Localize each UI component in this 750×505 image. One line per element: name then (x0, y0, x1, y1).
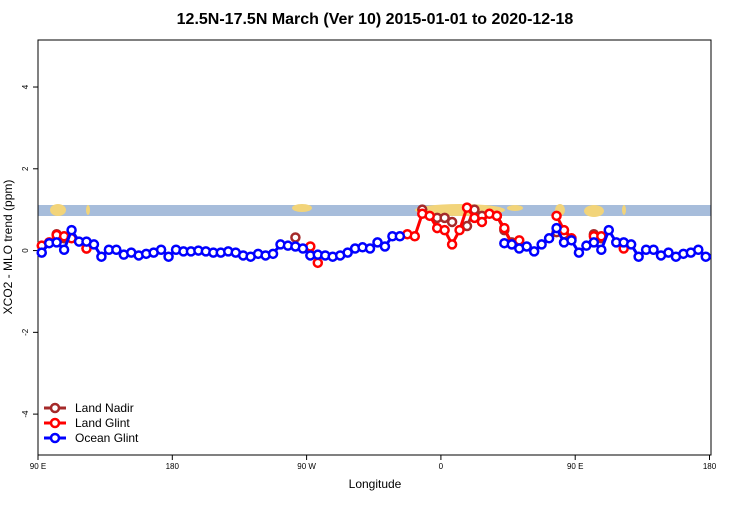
point (439, 212, 450, 224)
point (394, 231, 406, 242)
point (297, 243, 309, 254)
point (663, 247, 674, 258)
point (163, 251, 174, 262)
point (290, 232, 301, 243)
point (96, 251, 107, 262)
point (521, 241, 532, 252)
point (267, 248, 279, 260)
legend-label: Land Nadir (75, 401, 134, 415)
point (461, 202, 473, 213)
point (379, 241, 391, 252)
legend-marker (49, 402, 61, 414)
y-tick-label: 0 (21, 248, 30, 253)
point (454, 224, 465, 236)
x-tick-label: 90 E (567, 462, 583, 471)
y-axis-label: XCO2 - MLO trend (ppm) (1, 180, 15, 315)
map-strip (38, 204, 711, 217)
point (551, 210, 562, 222)
land (622, 205, 626, 215)
land (50, 204, 66, 216)
point (88, 239, 100, 250)
point (491, 210, 503, 222)
point (36, 247, 47, 258)
x-tick-label: 180 (703, 462, 717, 471)
point (439, 224, 450, 236)
y-tick-label: 2 (21, 166, 30, 171)
point (111, 244, 122, 255)
point (476, 216, 488, 228)
point (596, 244, 607, 255)
point (446, 239, 458, 250)
point (446, 216, 458, 228)
legend-marker (49, 432, 61, 444)
point (342, 247, 353, 258)
point (648, 244, 659, 255)
y-tick-label: -2 (21, 328, 30, 336)
y-tick-label: 4 (21, 84, 30, 89)
point (461, 220, 473, 232)
point (528, 246, 540, 257)
point (551, 222, 562, 234)
y-tick-label: -4 (21, 410, 30, 418)
legend-marker (49, 417, 61, 429)
point (409, 231, 421, 242)
point (543, 233, 555, 244)
point (372, 237, 383, 248)
land (86, 205, 90, 215)
point (633, 251, 644, 262)
point (693, 244, 704, 255)
land (292, 204, 312, 212)
point (700, 251, 712, 262)
point (499, 222, 510, 234)
point (588, 237, 600, 248)
point (312, 257, 324, 269)
point (364, 243, 376, 254)
point (573, 247, 585, 258)
land (584, 205, 604, 217)
point (424, 210, 435, 222)
point (506, 239, 518, 250)
point (469, 212, 480, 224)
land (507, 205, 523, 211)
point (566, 235, 577, 246)
point (155, 244, 167, 255)
x-axis-label: Longitude (349, 477, 402, 491)
x-tick-label: 90 E (30, 462, 46, 471)
chart-title: 12.5N-17.5N March (Ver 10) 2015-01-01 to… (177, 11, 574, 28)
x-tick-label: 90 W (297, 462, 316, 471)
point (58, 244, 70, 255)
legend-label: Ocean Glint (75, 431, 139, 445)
legend-label: Land Glint (75, 416, 130, 430)
x-tick-label: 0 (439, 462, 444, 471)
point (51, 237, 62, 248)
point (66, 224, 77, 236)
point (603, 224, 615, 236)
x-tick-label: 180 (166, 462, 180, 471)
ocean-strip (38, 205, 711, 216)
point (625, 239, 637, 250)
point (536, 239, 547, 250)
